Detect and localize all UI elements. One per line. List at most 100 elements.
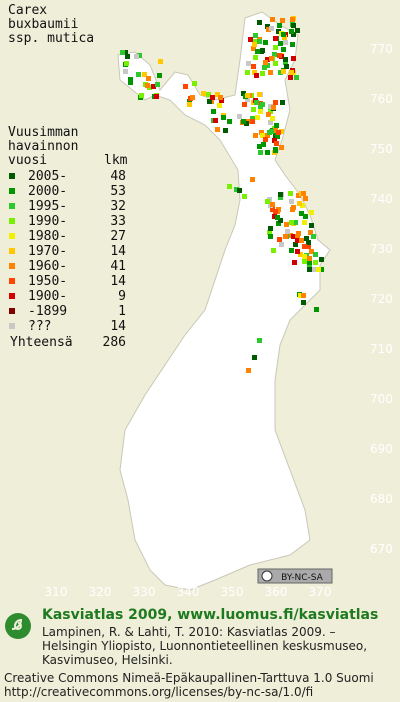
grid-square	[245, 97, 250, 102]
legend-header: havainnon	[8, 139, 78, 154]
grid-square	[242, 102, 247, 107]
grid-square	[296, 193, 301, 198]
grid-square	[190, 95, 195, 100]
grid-square	[213, 118, 218, 123]
title-line: ssp. mutica	[8, 31, 94, 46]
grid-square	[250, 177, 255, 182]
grid-square	[281, 32, 286, 37]
grid-square	[255, 49, 260, 54]
grid-square	[277, 53, 282, 58]
grid-square	[289, 70, 294, 75]
grid-square	[237, 188, 242, 193]
license-badge: BY-NC-SA	[257, 568, 333, 584]
citation-line: Helsingin Yliopisto, Luonnontieteellinen…	[42, 639, 367, 653]
grid-square	[271, 105, 276, 110]
grid-square	[257, 338, 262, 343]
grid-square	[319, 267, 324, 272]
legend-label: 1995-	[28, 199, 67, 214]
legend-header: Vuusimman	[8, 125, 78, 140]
grid-square	[289, 248, 294, 253]
grid-square	[302, 220, 307, 225]
grid-square	[215, 127, 220, 132]
grid-square	[309, 223, 314, 228]
grid-square	[265, 24, 270, 29]
grid-square	[294, 75, 299, 80]
grid-square	[301, 191, 306, 196]
grid-square	[280, 18, 285, 23]
grid-square	[269, 129, 274, 134]
grid-square	[284, 64, 289, 69]
grid-square	[270, 202, 275, 207]
grid-square	[275, 134, 280, 139]
grid-square	[282, 35, 287, 40]
grid-square	[154, 94, 159, 99]
grid-square	[136, 72, 141, 77]
grid-square	[270, 17, 275, 22]
grid-square	[291, 32, 296, 37]
grid-square	[223, 128, 228, 133]
grid-square	[252, 70, 257, 75]
legend-swatch	[9, 233, 15, 239]
legend-swatch	[9, 203, 15, 209]
grid-square	[276, 207, 281, 212]
grid-square	[289, 220, 294, 225]
grid-square	[289, 199, 294, 204]
grid-square	[283, 234, 288, 239]
grid-square	[292, 260, 297, 265]
x-label: 330	[133, 585, 156, 599]
grid-square	[308, 230, 313, 235]
grid-square	[158, 59, 163, 64]
grid-square	[248, 37, 253, 42]
grid-square	[281, 47, 286, 52]
y-label: 720	[370, 292, 393, 306]
grid-square	[293, 220, 298, 225]
citation-line: Kasvimuseo, Helsinki.	[42, 653, 173, 667]
legend-col-count: lkm	[104, 153, 128, 168]
grid-square	[217, 103, 222, 108]
grid-square	[139, 93, 144, 98]
legend-label: 2000-	[28, 184, 67, 199]
grid-square	[210, 95, 215, 100]
legend-swatch	[9, 173, 15, 179]
legend-swatch	[9, 278, 15, 284]
grid-square	[276, 29, 281, 34]
grid-square	[254, 100, 259, 105]
grid-square	[151, 84, 156, 89]
grid-square	[290, 42, 295, 47]
grid-square	[245, 93, 250, 98]
grid-square	[272, 138, 277, 143]
grid-square	[250, 119, 255, 124]
grid-square	[124, 61, 129, 66]
grid-square	[303, 214, 308, 219]
grid-square	[237, 114, 242, 119]
legend-count: 14	[110, 319, 126, 334]
legend-count: 14	[110, 274, 126, 289]
legend-count: 9	[118, 289, 126, 304]
grid-square	[272, 52, 277, 57]
grid-square	[291, 205, 296, 210]
grid-square	[192, 81, 197, 86]
grid-square	[250, 116, 255, 121]
grid-square	[291, 234, 296, 239]
grid-square	[265, 63, 270, 68]
grid-square	[207, 99, 212, 104]
grid-square	[252, 355, 257, 360]
grid-square	[278, 192, 283, 197]
legend-col-year: vuosi	[8, 153, 47, 168]
grid-square	[278, 195, 283, 200]
grid-square	[260, 133, 265, 138]
legend-swatch	[9, 308, 15, 314]
grid-square	[183, 84, 188, 89]
legend-count: 14	[110, 244, 126, 259]
grid-square	[283, 60, 288, 65]
grid-square	[258, 109, 263, 114]
y-label: 750	[370, 142, 393, 156]
legend-count: 33	[110, 214, 126, 229]
grid-square	[123, 50, 128, 55]
grid-square	[295, 249, 300, 254]
grid-square	[266, 27, 271, 32]
grid-square	[267, 230, 272, 235]
grid-square	[257, 92, 262, 97]
grid-square	[309, 210, 314, 215]
grid-square	[262, 65, 267, 70]
